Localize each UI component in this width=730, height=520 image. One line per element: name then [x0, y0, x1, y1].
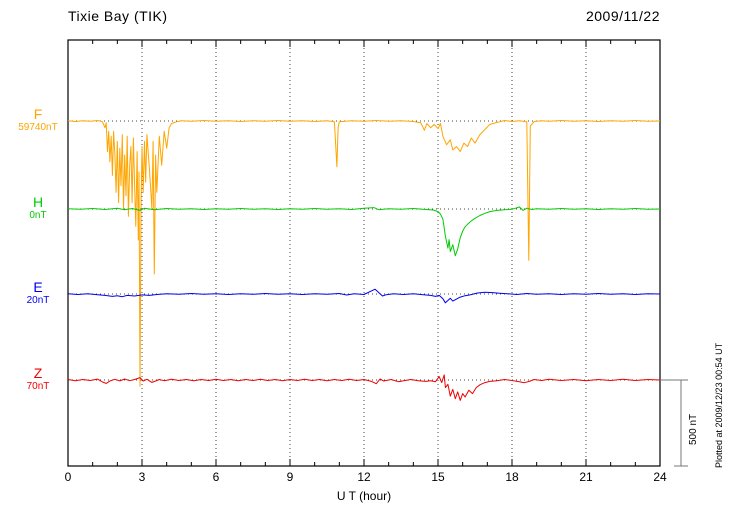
series-letter-H: H — [32, 194, 44, 210]
series-letter-F: F — [33, 106, 43, 122]
x-tick-label: 24 — [653, 470, 667, 484]
series-baseline-E: 20nT — [26, 295, 50, 306]
series-baseline-F: 59740nT — [18, 122, 58, 133]
scale-bar-label: 500 nT — [688, 413, 699, 445]
series-label-F: F 59740nT — [6, 107, 70, 134]
x-tick-label: 15 — [431, 470, 445, 484]
x-tick-label: 3 — [138, 470, 146, 484]
x-tick-label: 21 — [579, 470, 593, 484]
x-tick-label: 6 — [212, 470, 220, 484]
x-tick-label: 18 — [505, 470, 519, 484]
page-title: Tixie Bay (TIK) — [68, 8, 168, 24]
x-tick-label: 12 — [357, 470, 371, 484]
series-baseline-Z: 70nT — [26, 381, 50, 392]
x-axis-label: U T (hour) — [336, 489, 392, 503]
series-label-H: H 0nT — [6, 195, 70, 222]
plot-timestamp: Plotted at 2009/12/23 00:54 UT — [714, 342, 724, 468]
x-tick-label: 9 — [286, 470, 294, 484]
series-label-E: E 20nT — [6, 280, 70, 307]
x-tick-label: 0 — [64, 470, 72, 484]
series-letter-E: E — [33, 279, 43, 295]
series-letter-Z: Z — [33, 365, 43, 381]
date-label: 2009/11/22 — [585, 8, 660, 24]
series-baseline-H: 0nT — [29, 210, 47, 221]
series-label-Z: Z 70nT — [6, 366, 70, 393]
